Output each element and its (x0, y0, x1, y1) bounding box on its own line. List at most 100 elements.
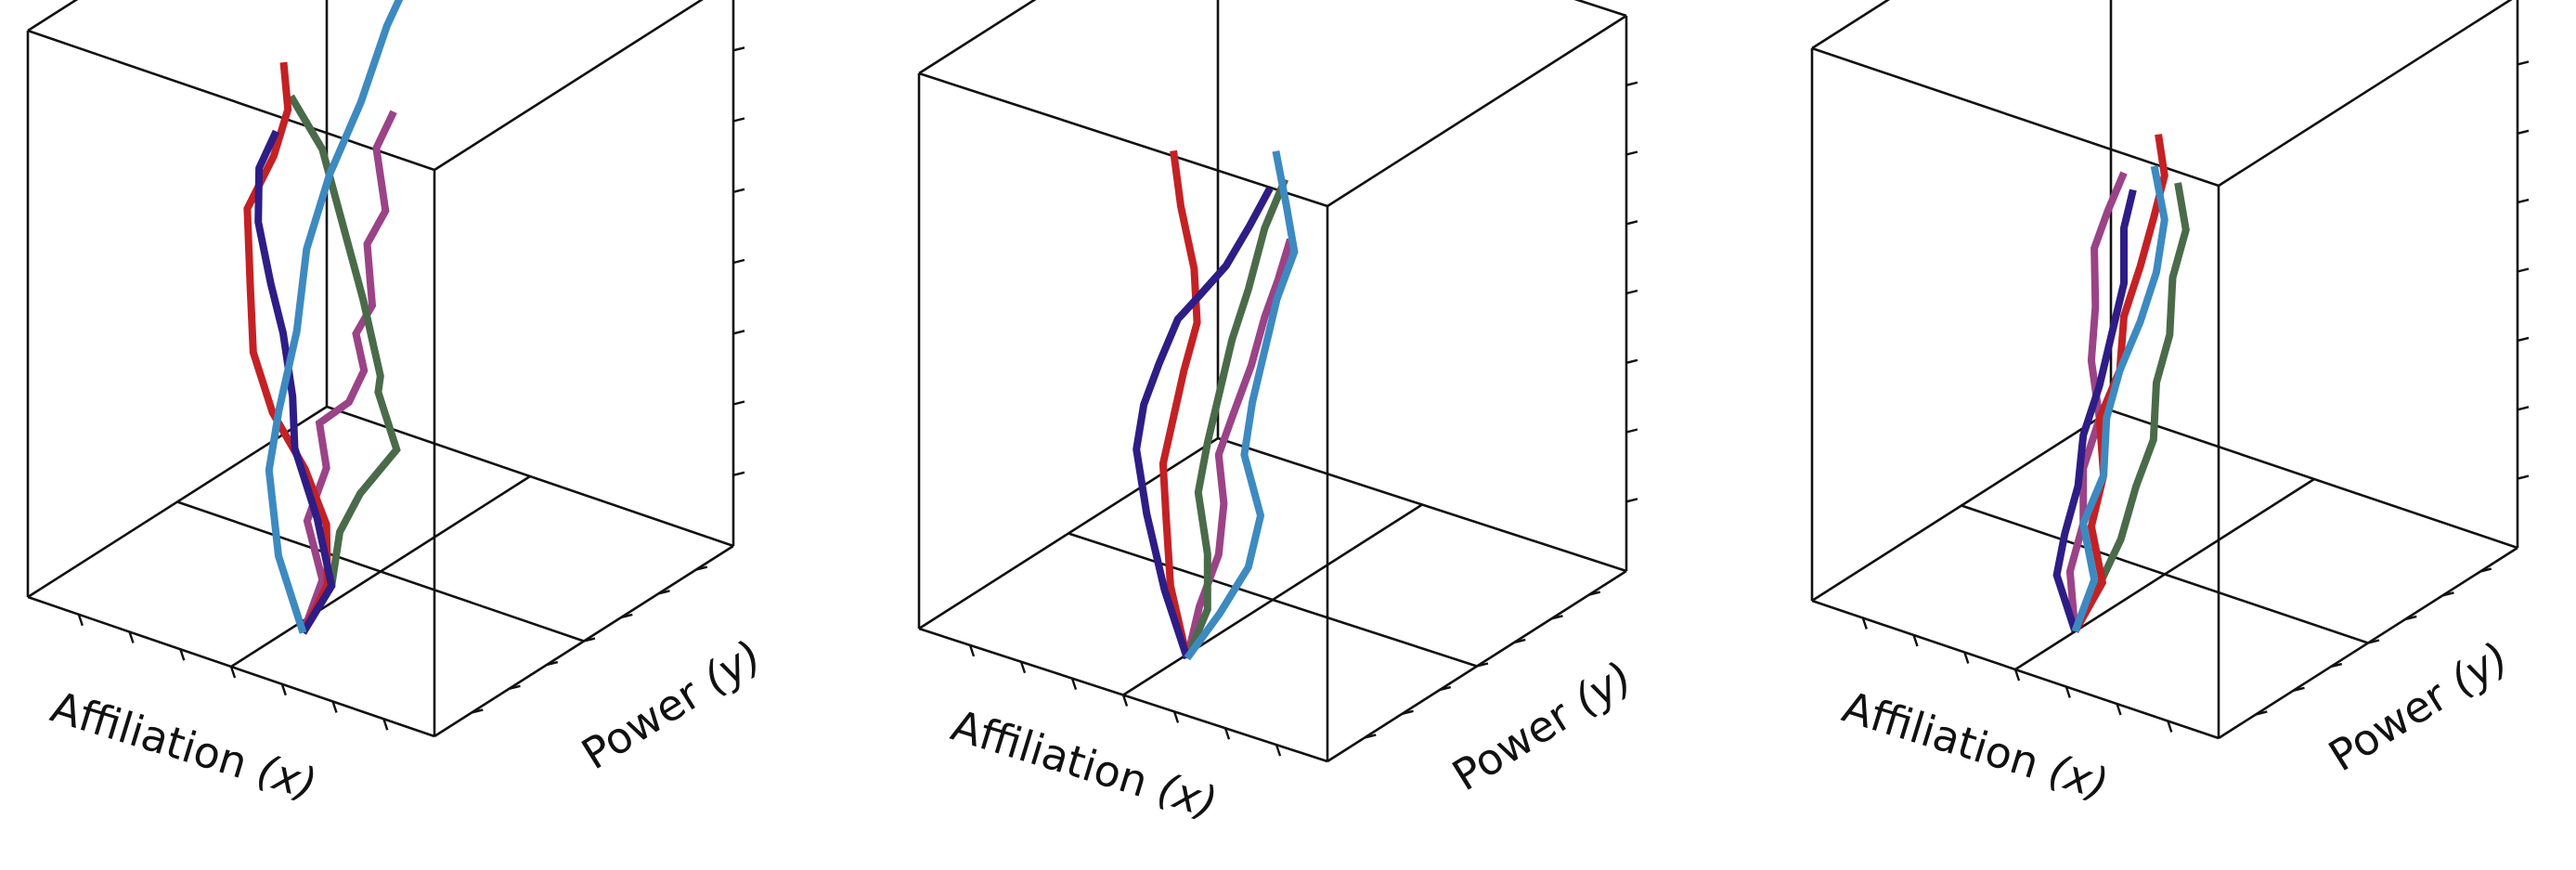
y-axis-tick (2479, 567, 2492, 573)
series-line-1 (299, 110, 397, 634)
top-front-y-edge (2218, 0, 2513, 188)
x-axis-label-text: Affiliation (946, 700, 1167, 812)
top-left-edge (1811, 0, 1891, 50)
z-axis-tick (1625, 220, 1638, 226)
top-back-edge (1573, 0, 1627, 18)
z-axis-tick (732, 117, 745, 123)
z-axis-tick (732, 188, 745, 193)
x-axis-label: Affiliation (x) (1837, 682, 2114, 810)
y-axis-label-text: Power (573, 661, 720, 779)
y-axis-tick (2330, 662, 2343, 669)
top-front-x-edge (1811, 46, 2220, 188)
x-axis-tick (1861, 617, 1868, 630)
x-axis-label: Affiliation (x) (45, 682, 322, 810)
series-line-2 (287, 94, 401, 635)
x-axis-tick (382, 718, 389, 731)
z-axis-tick (1625, 81, 1638, 86)
x-axis-tick (2167, 721, 2173, 733)
plot-panel-2: Affiliation (x) Power (y) (917, 0, 1641, 828)
plot-panel-1: Affiliation (x) Power (y) (26, 0, 770, 810)
z-axis-tick (2517, 336, 2530, 343)
y-axis-label: Power (y) (1443, 652, 1640, 801)
x-axis-tick (179, 648, 186, 661)
y-axis-tick (2405, 615, 2417, 621)
z-axis-tick (2517, 474, 2530, 480)
z-axis-tick (2517, 267, 2530, 273)
top-left-edge (918, 0, 1037, 75)
z-axis-tick (1625, 150, 1638, 156)
z-axis-tick (732, 258, 745, 265)
x-axis-tick (331, 701, 338, 713)
x-axis-label: Affiliation (x) (946, 700, 1223, 828)
y-axis-tick (2256, 710, 2268, 716)
y-axis-tick (2442, 591, 2454, 597)
x-axis-tick (2116, 703, 2122, 716)
x-axis-label-text: Affiliation (1837, 682, 2058, 793)
x-axis-tick (1172, 711, 1180, 723)
z-axis-tick (2517, 406, 2530, 411)
y-axis-tick (658, 590, 670, 595)
y-axis-tick (2367, 639, 2380, 644)
x-axis-tick (77, 614, 84, 627)
top-front-y-edge (434, 0, 704, 172)
z-axis-tick (732, 400, 745, 406)
floor-grid-line-y (1068, 532, 1478, 668)
z-axis-tick (1625, 358, 1638, 364)
y-axis-tick (695, 565, 708, 571)
plot-panel-3: Affiliation (x) Power (y) (1810, 0, 2530, 810)
y-axis-label-text: Power (2320, 663, 2467, 781)
x-axis-tick (1070, 678, 1078, 690)
y-axis-tick (1551, 615, 1563, 620)
x-axis-tick (1019, 661, 1027, 674)
x-axis-tick (968, 644, 976, 657)
z-axis-tick (2517, 60, 2530, 66)
y-axis-tick (509, 684, 521, 690)
y-axis-tick (1476, 662, 1489, 668)
series-line-2 (2071, 182, 2190, 633)
z-axis-tick (732, 46, 745, 52)
series-line-3 (243, 61, 331, 635)
floor-grid-line-y (1961, 504, 2369, 644)
y-axis-label-text: Power (1443, 682, 1591, 800)
y-axis-tick (621, 613, 633, 619)
y-axis-tick (546, 660, 559, 667)
y-axis-tick (1588, 591, 1601, 596)
y-axis-label: Power (y) (573, 630, 770, 780)
x-axis-tick (1121, 695, 1129, 707)
z-axis-tick (2517, 129, 2530, 135)
x-axis-tick (2013, 669, 2021, 682)
y-axis-tick (472, 708, 484, 714)
x-axis-tick (1912, 634, 1919, 647)
series-line-4 (2052, 188, 2137, 633)
x-axis-tick (128, 631, 135, 643)
x-axis-label-text: Affiliation (45, 682, 266, 793)
x-axis-tick (280, 683, 287, 696)
series-line-2 (1184, 177, 1289, 660)
x-axis-tick (2065, 686, 2071, 698)
z-axis-tick (1625, 498, 1638, 503)
z-axis-tick (1625, 289, 1638, 295)
z-axis-tick (2517, 198, 2530, 204)
x-axis-tick (1223, 727, 1231, 740)
series-line-3 (1159, 149, 1201, 659)
floor-grid-line-y (176, 500, 585, 643)
y-axis-tick (1402, 709, 1414, 715)
x-axis-tick (1963, 652, 1970, 664)
x-axis-tick (229, 666, 237, 679)
series-line-4 (1133, 186, 1274, 660)
y-axis-tick (1365, 734, 1377, 739)
top-front-y-edge (1327, 14, 1627, 208)
z-axis-tick (1625, 428, 1638, 434)
y-axis-tick (583, 637, 596, 643)
x-axis-tick (1275, 744, 1282, 757)
top-left-edge (27, 0, 79, 32)
y-axis-tick (2293, 686, 2305, 692)
top-front-x-edge (918, 71, 1328, 208)
y-axis-tick (1514, 638, 1526, 644)
top-front-x-edge (27, 29, 435, 172)
series-line-5 (265, 0, 404, 634)
series-line-5 (2071, 165, 2168, 633)
z-axis-tick (732, 330, 745, 335)
series-line-5 (1184, 150, 1299, 661)
